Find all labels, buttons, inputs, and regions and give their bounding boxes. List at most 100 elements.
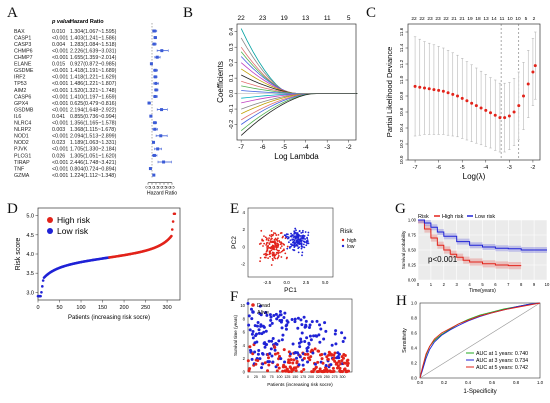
pca-y-axis-label: PC2 xyxy=(231,236,238,249)
forest-header-pvalue: p value xyxy=(51,19,71,25)
status-point-alive xyxy=(268,352,272,356)
status-point-alive xyxy=(276,315,280,319)
status-x-tick-label: 125 xyxy=(284,375,290,379)
risk-x-tick-label: 300 xyxy=(162,305,171,311)
pca-y-tick-label: 4 xyxy=(242,210,245,215)
pca-point-low xyxy=(300,236,303,239)
risk-score-point xyxy=(173,212,177,216)
roc-x-tick-label: 0.4 xyxy=(465,380,472,385)
status-point-dead xyxy=(344,361,348,365)
pca-point-low xyxy=(296,245,299,247)
risk-y-tick-label: 5.0 xyxy=(26,214,34,220)
pca-point-low xyxy=(284,234,287,237)
status-point-dead xyxy=(254,362,258,366)
km-x-tick-label: 6 xyxy=(494,282,497,287)
pca-point-low xyxy=(296,232,299,234)
forest-x-tick-label: 2.5 xyxy=(161,186,166,190)
pca-point-high xyxy=(270,233,273,236)
status-point-dead xyxy=(332,353,336,357)
status-point-dead xyxy=(248,367,252,371)
pca-point-high xyxy=(280,242,283,245)
pca-point-low xyxy=(305,244,308,247)
pca-point-low xyxy=(306,237,309,240)
risk-y-axis-label: Risk score xyxy=(15,238,22,271)
status-point-alive xyxy=(272,313,276,317)
status-point-dead xyxy=(320,357,324,361)
status-point-alive xyxy=(280,318,284,322)
cv-top-tick-label: 23 xyxy=(427,16,433,22)
forest-hr-point xyxy=(153,36,157,40)
pca-point-high xyxy=(260,229,263,232)
pca-point-high xyxy=(286,256,288,259)
status-point-dead xyxy=(291,361,295,365)
status-point-alive xyxy=(315,334,319,338)
forest-gene-label: NOD2 xyxy=(14,140,29,146)
km-confidence-band xyxy=(418,220,522,270)
status-point-alive xyxy=(310,320,314,324)
pca-point-high xyxy=(266,249,269,252)
roc-reference-diagonal xyxy=(419,302,541,379)
lasso-y-tick-label: 0.1 xyxy=(229,74,235,82)
status-legend-label: Dead xyxy=(257,303,270,309)
cv-top-tick-label: 2 xyxy=(533,16,536,22)
pca-point-high xyxy=(277,256,280,259)
pca-y-tick-label: -2 xyxy=(241,262,245,267)
status-point-alive xyxy=(309,338,313,342)
status-point-alive xyxy=(304,324,308,328)
pca-point-high xyxy=(272,254,274,257)
status-point-dead xyxy=(282,348,286,352)
status-legend-label: Alive xyxy=(257,310,269,316)
pca-y-tick-label: 0 xyxy=(242,244,245,249)
cv-point xyxy=(517,104,521,108)
km-survival-curve xyxy=(418,219,522,267)
forest-gene-label: BAX xyxy=(14,29,25,35)
pca-point-high xyxy=(269,240,272,242)
survival-status-panel: 0 25 50 75 100 125 150 175 200 225 250 275 300 0 2 4 6 8 1… xyxy=(233,298,353,388)
forest-hr-point xyxy=(152,153,156,157)
km-x-axis-label: Time(years) xyxy=(469,288,496,294)
pca-plot-frame xyxy=(247,207,334,278)
cv-top-tick-label: 13 xyxy=(483,16,489,22)
status-point-alive xyxy=(271,360,275,364)
pca-point-high xyxy=(275,234,278,236)
status-point-alive xyxy=(267,360,271,364)
panel-label-e: E xyxy=(230,201,239,217)
status-point-dead xyxy=(309,355,313,359)
roc-y-tick-label: 0.4 xyxy=(411,346,418,351)
status-point-dead xyxy=(308,358,312,362)
km-y-tick-label: 0.25 xyxy=(408,263,417,268)
cv-point xyxy=(432,88,436,92)
km-x-tick-label: 1 xyxy=(430,282,433,287)
pca-point-high xyxy=(276,249,279,252)
status-point-alive xyxy=(256,352,260,356)
status-point-alive xyxy=(251,336,255,340)
status-point-alive xyxy=(255,324,259,328)
pca-point-high xyxy=(274,254,277,257)
pca-point-low xyxy=(304,238,307,240)
lasso-x-tick-label: -6 xyxy=(260,144,266,151)
status-point-dead xyxy=(300,370,304,374)
status-point-dead xyxy=(316,360,320,364)
status-point-alive xyxy=(257,328,261,332)
status-point-dead xyxy=(341,356,345,360)
lasso-coefficient-path xyxy=(240,93,358,136)
risk-y-tick-label: 4.0 xyxy=(26,252,34,258)
risk-x-tick-label: 150 xyxy=(98,305,107,311)
km-x-tick-label: 3 xyxy=(456,282,459,287)
pca-point-low xyxy=(300,244,303,247)
pca-point-low xyxy=(299,238,302,241)
risk-y-tick-label: 4.5 xyxy=(26,233,34,239)
status-x-tick-label: 50 xyxy=(262,375,266,379)
pca-point-high xyxy=(266,247,269,250)
risk-x-axis-label: Patients (increasing risk socre) xyxy=(68,315,150,321)
forest-pvalue: 0.041 xyxy=(52,114,65,120)
status-legend-marker xyxy=(251,310,255,314)
forest-gene-label: AIM2 xyxy=(14,88,26,94)
pca-point-low xyxy=(292,236,295,239)
pca-point-low xyxy=(307,234,310,237)
forest-hr-text: 1.403(1.241~1.586) xyxy=(70,35,117,41)
status-point-dead xyxy=(317,349,321,353)
cv-point xyxy=(451,92,455,96)
lasso-coefficient-panel: -7 -6 -5 -4 -3 -2 -0.2 -0.1 0.0 0.1 0.2 0.3 0.422 23 1… xyxy=(216,15,358,161)
forest-hr-text: 1.224(1.112~1.348) xyxy=(70,173,116,179)
